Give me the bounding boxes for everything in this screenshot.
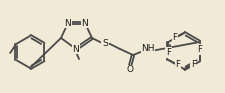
Text: F: F (175, 60, 180, 69)
Text: F: F (190, 60, 195, 69)
Text: N: N (72, 44, 79, 53)
Text: N: N (64, 19, 71, 28)
Text: O: O (126, 65, 133, 74)
Text: S: S (102, 39, 107, 48)
Text: F: F (171, 33, 176, 42)
Text: N: N (81, 19, 88, 28)
Text: F: F (165, 48, 170, 57)
Text: NH: NH (141, 44, 154, 53)
Text: F: F (196, 45, 201, 54)
